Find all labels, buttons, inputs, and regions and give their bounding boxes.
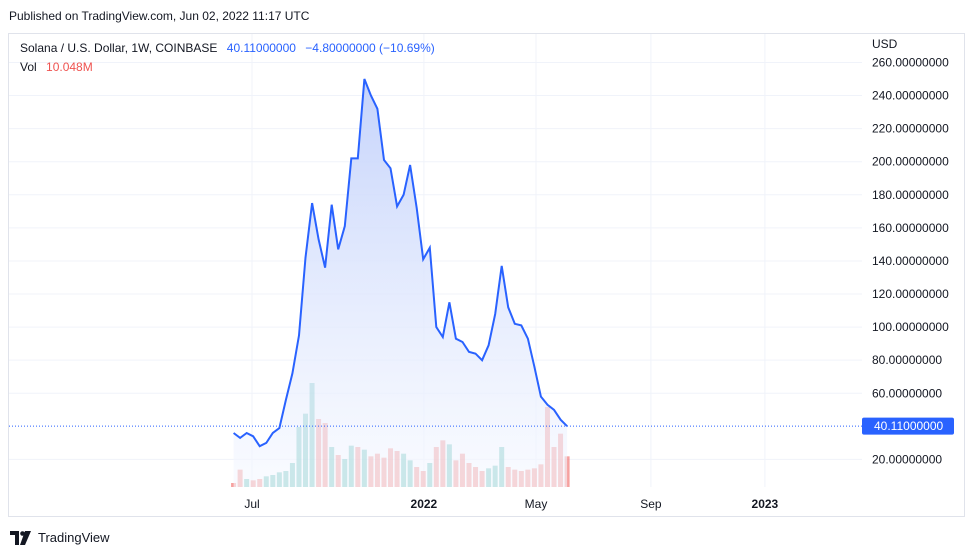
price-tick-label: 160.00000000 <box>872 221 949 235</box>
price-tick-label: 140.00000000 <box>872 254 949 268</box>
price-line <box>232 78 568 448</box>
volume-value: 10.048M <box>46 60 93 74</box>
legend-change: −4.80000000 (−10.69%) <box>305 41 435 55</box>
time-tick-label: Jul <box>244 497 259 511</box>
current-price-label: 40.11000000 <box>874 419 944 433</box>
legend-main-row: Solana / U.S. Dollar, 1W, COINBASE 40.11… <box>20 39 435 58</box>
chart-legend: Solana / U.S. Dollar, 1W, COINBASE 40.11… <box>20 39 435 77</box>
price-tick-label: 20.00000000 <box>872 452 942 466</box>
price-area-fill <box>233 79 568 487</box>
legend-volume-row: Vol 10.048M <box>20 58 435 77</box>
volume-bar <box>231 483 237 487</box>
tradingview-brand[interactable]: TradingView <box>10 530 110 545</box>
time-axis[interactable]: Jul 2022 May Sep 2023 <box>244 497 778 511</box>
time-tick-label: May <box>525 497 548 511</box>
time-tick-label: 2022 <box>411 497 438 511</box>
price-axis[interactable]: 260.00000000 240.00000000 220.00000000 200.… <box>872 55 949 466</box>
price-tick-label: 240.00000000 <box>872 89 949 103</box>
price-tick-label: 120.00000000 <box>872 287 949 301</box>
current-price-tag: 40.11000000 <box>862 417 954 435</box>
brand-name: TradingView <box>38 530 110 545</box>
chart-frame <box>8 33 965 517</box>
time-tick-label: 2023 <box>752 497 779 511</box>
symbol-title[interactable]: Solana / U.S. Dollar, 1W, COINBASE <box>20 41 218 55</box>
price-tick-label: 100.00000000 <box>872 320 949 334</box>
legend-price: 40.11000000 <box>226 41 296 55</box>
price-tick-label: 200.00000000 <box>872 155 949 169</box>
price-tick-label: 260.00000000 <box>872 55 949 69</box>
price-tick-label: 60.00000000 <box>872 386 942 400</box>
price-tick-label: 180.00000000 <box>872 188 949 202</box>
price-tick-label: 80.00000000 <box>872 353 942 367</box>
time-tick-label: Sep <box>640 497 662 511</box>
tradingview-logo-icon <box>10 530 31 545</box>
currency-label: USD <box>872 37 898 51</box>
published-caption: Published on TradingView.com, Jun 02, 20… <box>9 9 310 23</box>
volume-label[interactable]: Vol <box>20 60 37 74</box>
price-tick-label: 220.00000000 <box>872 122 949 136</box>
